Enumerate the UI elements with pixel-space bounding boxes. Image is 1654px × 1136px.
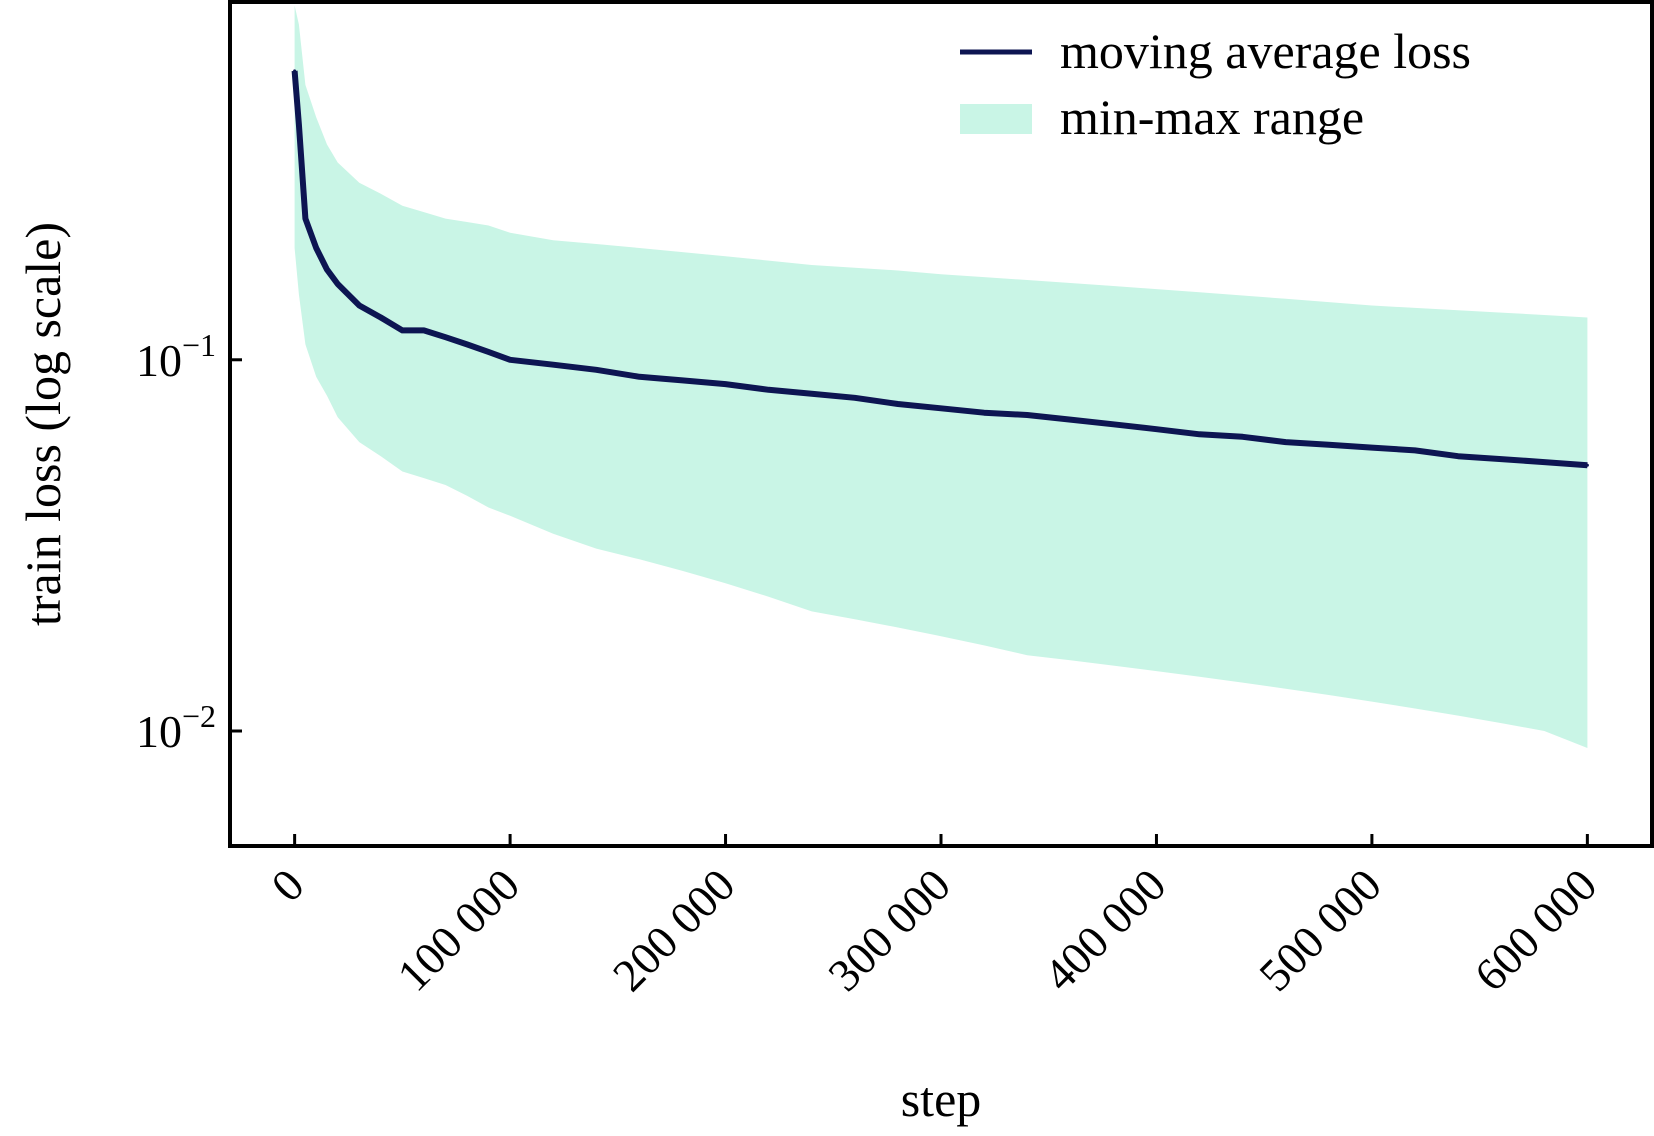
moving-average-point <box>681 378 684 382</box>
moving-average-layer <box>291 69 1589 469</box>
moving-average-point <box>594 368 598 372</box>
moving-average-point <box>1370 446 1374 450</box>
moving-average-point <box>1499 457 1503 461</box>
y-tick-label: 10−2 <box>136 698 216 757</box>
y-tick-label: 10−1 <box>136 327 216 386</box>
moving-average-point <box>853 396 857 400</box>
moving-average-point <box>982 411 986 415</box>
moving-average-point <box>1111 422 1115 426</box>
legend: moving average loss min-max range <box>960 23 1471 145</box>
moving-average-point <box>293 69 297 73</box>
moving-average-point <box>1025 413 1029 417</box>
moving-average-point <box>551 363 555 367</box>
moving-average-point <box>1068 418 1072 422</box>
x-axis-label: step <box>901 1071 982 1127</box>
moving-average-point <box>297 123 301 127</box>
x-tick-label: 500 000 <box>1249 859 1391 1001</box>
x-tick-label: 400 000 <box>1034 859 1176 1001</box>
moving-average-point <box>1585 463 1589 467</box>
min-max-range-band <box>294 5 1588 748</box>
x-tick-label: 600 000 <box>1465 859 1607 1001</box>
y-axis-ticks: 10−1 10−2 <box>136 327 242 757</box>
moving-average-point <box>1413 448 1417 452</box>
legend-swatch-min-max-range <box>960 104 1032 134</box>
moving-average-point <box>379 316 383 319</box>
moving-average-point <box>422 328 426 332</box>
x-tick-label: 200 000 <box>603 859 745 1001</box>
x-tick-label: 0 <box>261 859 313 911</box>
moving-average-point <box>1155 427 1158 431</box>
x-axis-ticks: 0 100 000 200 000 300 000 400 000 500 000 600 … <box>261 834 1606 1001</box>
legend-label-min-max-range: min-max range <box>1060 89 1364 145</box>
moving-average-point <box>1284 440 1288 444</box>
moving-average-point <box>336 282 340 286</box>
moving-average-point <box>810 392 814 396</box>
y-axis-label: train loss (log scale) <box>15 222 71 626</box>
x-tick-label: 300 000 <box>818 859 960 1001</box>
moving-average-point <box>724 382 727 386</box>
moving-average-point <box>400 328 404 332</box>
moving-average-point <box>767 388 771 392</box>
moving-average-point <box>896 402 900 406</box>
moving-average-point <box>465 342 469 346</box>
x-tick-label: 100 000 <box>387 859 529 1001</box>
moving-average-point <box>1198 432 1201 436</box>
moving-average-point <box>357 304 361 307</box>
moving-average-point <box>1456 454 1460 458</box>
min-max-range-layer <box>294 5 1588 748</box>
moving-average-point <box>939 406 943 410</box>
legend-label-moving-average: moving average loss <box>1060 23 1471 79</box>
moving-average-point <box>1327 443 1331 447</box>
moving-average-point <box>325 268 329 272</box>
plot-area <box>291 5 1589 748</box>
moving-average-point <box>1241 435 1245 439</box>
moving-average-point <box>314 246 318 250</box>
moving-average-point <box>444 335 447 339</box>
moving-average-point <box>508 358 512 362</box>
moving-average-point <box>303 217 307 221</box>
moving-average-point <box>1542 460 1546 464</box>
moving-average-point <box>637 375 641 379</box>
moving-average-point <box>487 350 490 354</box>
